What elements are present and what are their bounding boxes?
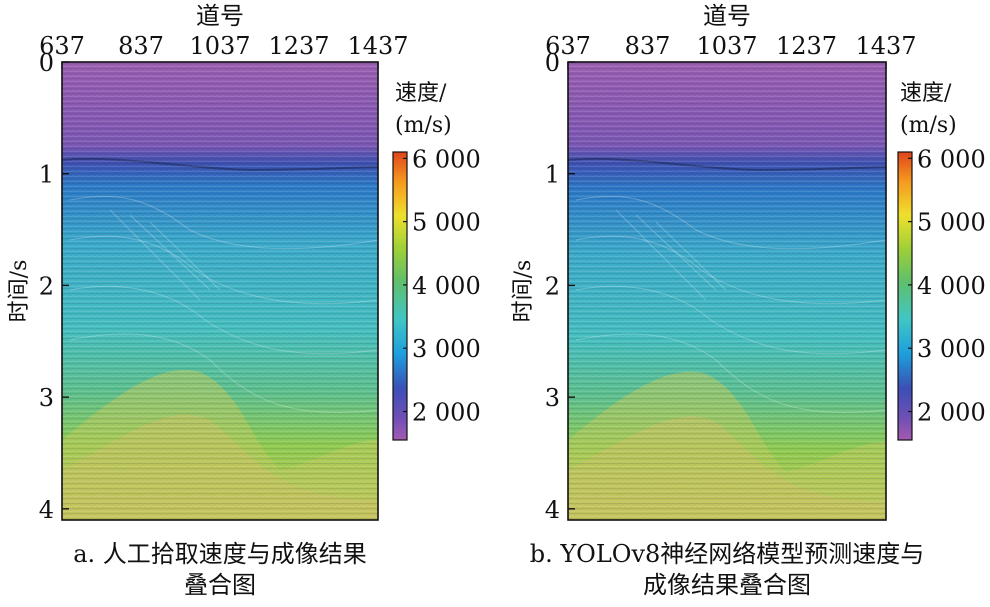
y-tick-labels-a: 0 1 2 3 4: [39, 49, 69, 524]
colorbar-tick-label-b: 4 000: [917, 272, 986, 300]
x-tick-label-a: 637: [39, 32, 85, 60]
x-tick-label-a: 1237: [268, 32, 329, 60]
colorbar-label-a-line1: 速度/: [395, 81, 447, 106]
caption-a-line1: a. 人工拾取速度与成像结果: [73, 540, 367, 568]
caption-b-line1: b. YOLOv8神经网络模型预测速度与: [530, 540, 925, 568]
colorbar-tick-label-a: 4 000: [412, 272, 481, 300]
velocity-image-a: [62, 62, 378, 520]
y-tick-label-b: 2: [545, 272, 560, 300]
colorbar-tick-label-b: 5 000: [917, 209, 986, 237]
x-tick-label-b: 1237: [776, 32, 837, 60]
colorbar-label-a-line2: (m/s): [395, 113, 452, 138]
x-axis-title-a: 道号: [196, 2, 244, 30]
colorbar-ticks-a: 6 000 5 000 4 000 3 000 2 000: [403, 145, 481, 427]
colorbar-ticks-b: 6 000 5 000 4 000 3 000 2 000: [908, 145, 986, 427]
caption-a-line2: 叠合图: [184, 571, 256, 599]
colorbar-label-b-line2: (m/s): [900, 113, 957, 138]
colorbar-tick-label-a: 5 000: [412, 209, 481, 237]
y-tick-label-a: 2: [39, 272, 54, 300]
velocity-section-b: 道号 637 837 1037 1237 1437 0 1 2 3 4 时间/s 速度/ (m/…: [511, 2, 986, 599]
y-axis-title-a: 时间/s: [7, 260, 32, 323]
y-tick-label-a: 3: [39, 384, 54, 412]
velocity-image-b: [568, 62, 886, 520]
x-tick-label-b: 637: [545, 32, 591, 60]
colorbar-tick-label-b: 3 000: [917, 335, 986, 363]
y-tick-label-a: 4: [39, 496, 54, 524]
x-axis-title-b: 道号: [703, 2, 751, 30]
colorbar-b: [897, 151, 913, 441]
colorbar-tick-label-b: 2 000: [917, 399, 986, 427]
x-tick-label-b: 1037: [696, 32, 757, 60]
y-tick-label-b: 3: [545, 384, 560, 412]
plot-frame-a: [61, 61, 379, 521]
y-tick-label-a: 1: [39, 161, 54, 189]
y-tick-label-a: 0: [39, 49, 54, 77]
x-tick-label-b: 1437: [855, 32, 916, 60]
colorbar-tick-label-a: 2 000: [412, 399, 481, 427]
plot-frame-b: [567, 61, 887, 521]
x-tick-label-a: 1037: [189, 32, 250, 60]
y-axis-title-b: 时间/s: [511, 260, 536, 323]
caption-b-line2: 成像结果叠合图: [643, 571, 811, 599]
colorbar-tick-label-a: 6 000: [412, 145, 481, 173]
colorbar-label-b-line1: 速度/: [900, 81, 952, 106]
y-tick-label-b: 4: [545, 496, 560, 524]
y-tick-label-b: 1: [545, 161, 560, 189]
colorbar-tick-label-a: 3 000: [412, 335, 481, 363]
x-tick-label-b: 837: [625, 32, 671, 60]
x-tick-label-a: 1437: [347, 32, 408, 60]
colorbar-a: [392, 151, 408, 441]
y-tick-label-b: 0: [545, 49, 560, 77]
colorbar-tick-label-b: 6 000: [917, 145, 986, 173]
y-tick-labels-b: 0 1 2 3 4: [545, 49, 575, 524]
x-tick-labels-b: 637 837 1037 1237 1437: [545, 32, 917, 69]
x-tick-label-a: 837: [118, 32, 164, 60]
velocity-section-a: 道号 637 837 1037 1237 1437 0 1 2 3 4 时间/s 速度/ (m/…: [7, 2, 481, 599]
